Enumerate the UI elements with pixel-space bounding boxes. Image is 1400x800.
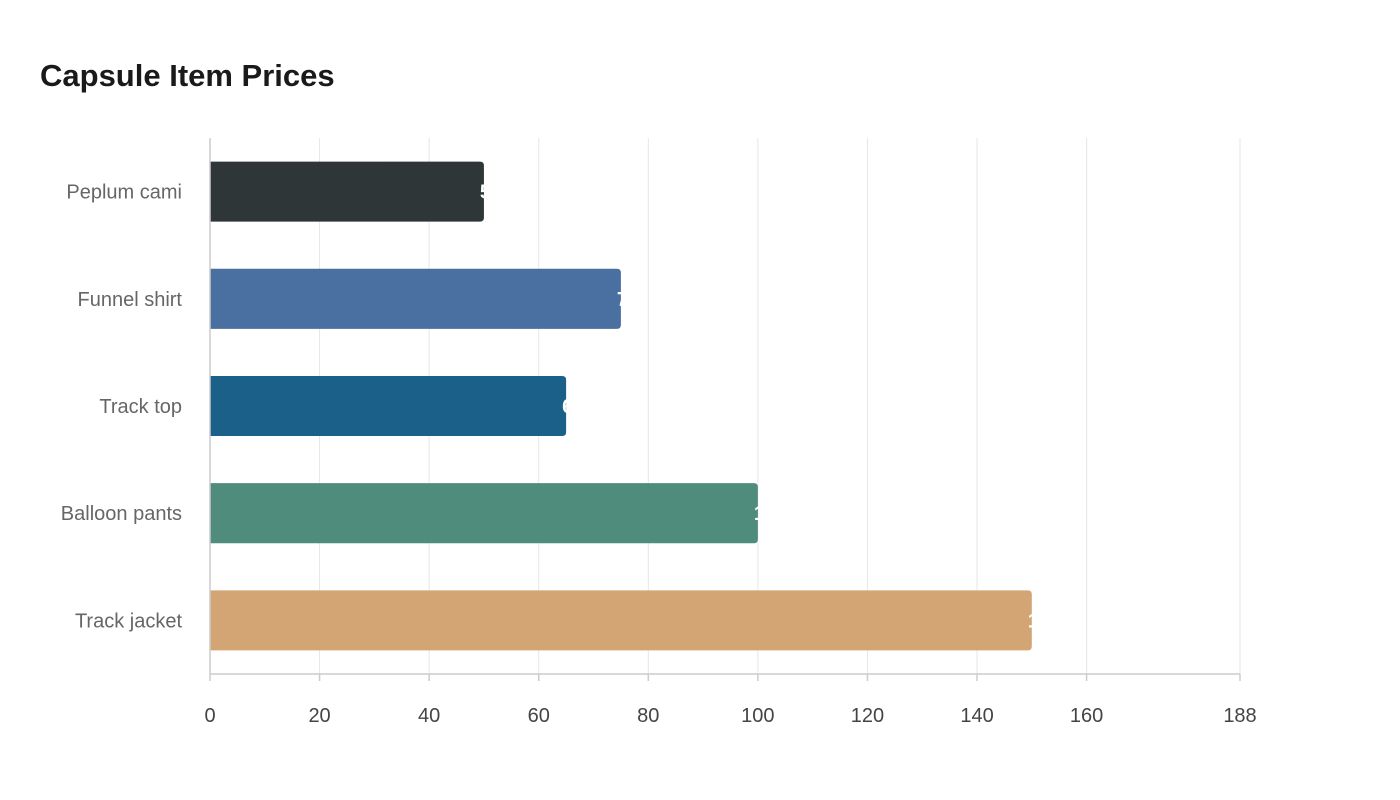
bar	[210, 375, 567, 437]
x-tick-label: 120	[851, 705, 884, 727]
x-tick-label: 160	[1070, 705, 1103, 727]
bars: 50 75 65 100 150	[210, 161, 1061, 651]
bar	[210, 483, 758, 544]
category-label: Funnel shirt	[78, 289, 183, 311]
x-tick-label: 0	[204, 705, 215, 727]
data-label: 50	[480, 182, 502, 204]
bar	[210, 268, 621, 329]
x-tick-label: 188	[1223, 705, 1256, 727]
category-labels: Peplum cami Funnel shirt Track top Balloon …	[61, 182, 183, 633]
category-label: Balloon pants	[61, 503, 182, 525]
data-label: 75	[617, 289, 639, 311]
x-tick-label: 40	[418, 705, 440, 727]
category-label: Peplum cami	[66, 182, 182, 204]
chart-title: Capsule Item Prices	[40, 58, 335, 93]
category-label: Track jacket	[75, 610, 183, 632]
x-tick-label: 60	[528, 705, 550, 727]
data-label: 100	[754, 503, 787, 525]
data-label: 150	[1028, 610, 1061, 632]
bar	[210, 161, 484, 222]
data-label: 65	[562, 396, 584, 418]
x-tick-label: 20	[308, 705, 330, 727]
x-tick-label: 140	[960, 705, 993, 727]
x-tick-label: 100	[741, 705, 774, 727]
category-label: Track top	[99, 396, 182, 418]
x-tick-label: 80	[637, 705, 659, 727]
x-axis-ticks: 0 20 40 60 80 100 120 140 160 188	[204, 674, 1257, 727]
bar	[210, 590, 1032, 651]
